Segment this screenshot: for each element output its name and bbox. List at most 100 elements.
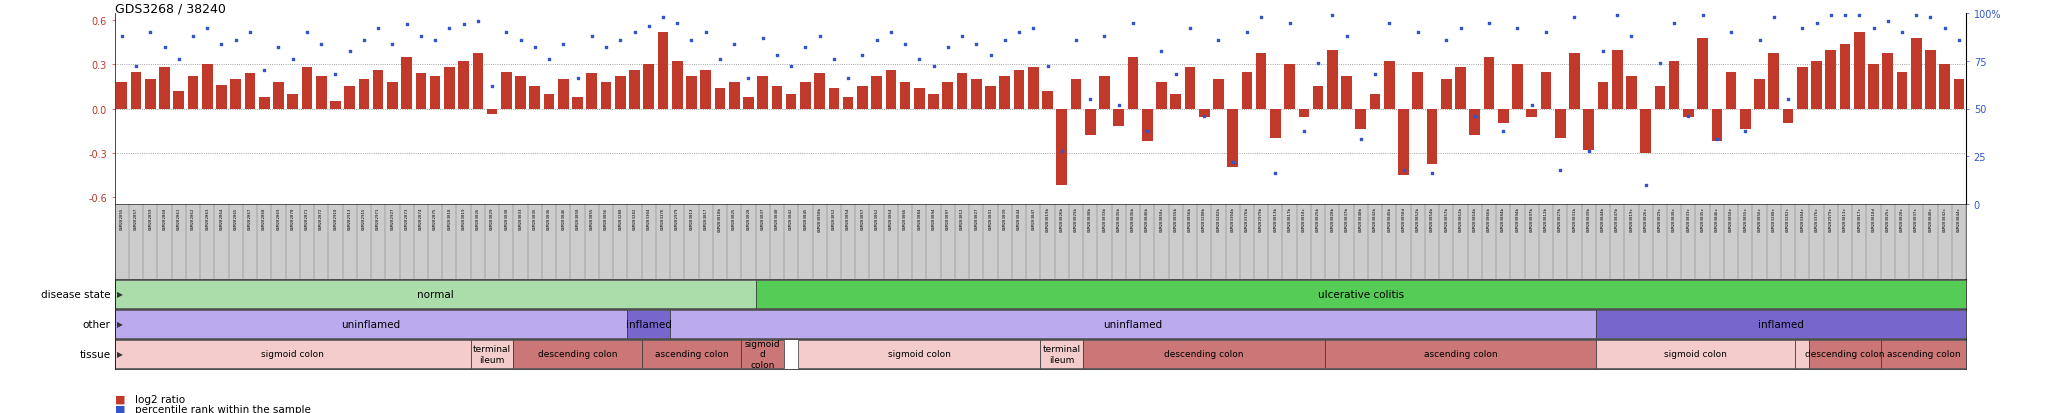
Text: GSM283035: GSM283035 xyxy=(532,207,537,229)
Bar xyxy=(1497,109,1509,124)
Text: GSM283094b: GSM283094b xyxy=(1516,207,1520,232)
Text: ulcerative colitis: ulcerative colitis xyxy=(1317,289,1403,299)
Text: GSM283030: GSM283030 xyxy=(504,207,508,229)
Text: uninflamed: uninflamed xyxy=(1104,319,1163,329)
Text: GSM283050b: GSM283050b xyxy=(817,207,821,232)
Bar xyxy=(131,73,141,109)
Bar xyxy=(330,102,340,109)
Bar xyxy=(758,77,768,109)
Text: GSM283025b: GSM283025b xyxy=(1317,207,1321,232)
Text: GSM283040c: GSM283040c xyxy=(1929,207,1933,232)
Text: GSM282862: GSM282862 xyxy=(190,207,195,229)
Bar xyxy=(1669,62,1679,109)
Bar xyxy=(1255,54,1266,109)
Bar xyxy=(1114,109,1124,127)
Text: GSM283028: GSM283028 xyxy=(745,207,750,229)
Text: GSM282971: GSM282971 xyxy=(377,207,381,229)
Text: ■: ■ xyxy=(115,404,125,413)
Text: GSM283282: GSM283282 xyxy=(633,207,637,229)
Bar xyxy=(829,89,840,109)
Point xyxy=(1401,30,1434,36)
Point xyxy=(1260,171,1292,177)
Text: GSM283037b: GSM283037b xyxy=(1346,207,1348,232)
Text: GSM282855: GSM282855 xyxy=(121,207,123,229)
Bar xyxy=(1939,65,1950,109)
Text: GSM283017c: GSM283017c xyxy=(1858,207,1862,232)
Bar xyxy=(1741,109,1751,130)
Bar xyxy=(786,95,797,109)
FancyBboxPatch shape xyxy=(756,280,1966,309)
Bar xyxy=(1825,51,1837,109)
Bar xyxy=(1370,95,1380,109)
Point xyxy=(1317,12,1350,19)
Bar xyxy=(1198,109,1210,118)
Bar xyxy=(643,65,653,109)
Point xyxy=(860,37,893,44)
Bar xyxy=(928,95,938,109)
Text: inflamed: inflamed xyxy=(627,319,672,329)
Text: GSM282867: GSM282867 xyxy=(248,207,252,229)
Text: GSM283055b: GSM283055b xyxy=(1174,207,1178,232)
FancyBboxPatch shape xyxy=(1325,340,1595,368)
Bar xyxy=(1726,73,1737,109)
Bar xyxy=(715,89,725,109)
Text: GSM283050e: GSM283050e xyxy=(1729,207,1733,232)
Bar xyxy=(1483,58,1495,109)
Text: ■: ■ xyxy=(115,394,125,404)
Point xyxy=(676,37,709,44)
Point xyxy=(1102,102,1135,109)
Point xyxy=(362,26,395,33)
Bar xyxy=(1442,80,1452,109)
Bar xyxy=(430,77,440,109)
Bar xyxy=(1057,109,1067,185)
Bar xyxy=(1284,65,1294,109)
Text: descending colon: descending colon xyxy=(1804,350,1884,358)
Text: GSM282870: GSM282870 xyxy=(291,207,295,229)
Text: GSM283050d: GSM283050d xyxy=(1401,207,1405,232)
Text: GSM283054: GSM283054 xyxy=(846,207,850,229)
Text: GSM283282b: GSM283282b xyxy=(1217,207,1221,232)
Text: GSM283018d: GSM283018d xyxy=(1872,207,1876,232)
Bar xyxy=(586,74,598,109)
Bar xyxy=(571,97,584,109)
Point xyxy=(903,57,936,63)
Point xyxy=(1573,148,1606,154)
Text: GSM283031: GSM283031 xyxy=(989,207,993,229)
Text: GSM283280: GSM283280 xyxy=(618,207,623,229)
Point xyxy=(1944,37,1976,44)
Text: tissue: tissue xyxy=(80,349,111,359)
Point xyxy=(406,33,438,40)
Bar xyxy=(1128,58,1139,109)
Text: GSM283039: GSM283039 xyxy=(1004,207,1008,229)
Point xyxy=(1358,71,1391,78)
Bar xyxy=(1456,68,1466,109)
Text: GSM282874: GSM282874 xyxy=(420,207,422,229)
Bar xyxy=(258,97,270,109)
Text: GSM283026c: GSM283026c xyxy=(1645,207,1649,232)
Point xyxy=(233,30,266,36)
FancyBboxPatch shape xyxy=(471,340,514,368)
Bar xyxy=(1298,109,1309,118)
Point xyxy=(432,26,465,33)
Bar xyxy=(844,97,854,109)
FancyBboxPatch shape xyxy=(1810,340,1880,368)
Point xyxy=(248,68,281,74)
Point xyxy=(176,33,209,40)
Bar xyxy=(188,77,199,109)
Point xyxy=(1743,37,1776,44)
Text: GSM283042c: GSM283042c xyxy=(1944,207,1948,232)
Text: GSM283037: GSM283037 xyxy=(760,207,764,229)
Point xyxy=(1843,12,1876,19)
Text: GSM283044: GSM283044 xyxy=(1018,207,1022,229)
Point xyxy=(590,45,623,52)
Text: GSM283056c: GSM283056c xyxy=(1757,207,1761,232)
Point xyxy=(1188,114,1221,120)
FancyBboxPatch shape xyxy=(115,310,627,339)
Point xyxy=(461,18,494,25)
Text: GSM283052: GSM283052 xyxy=(831,207,836,229)
Point xyxy=(1030,64,1063,71)
Point xyxy=(561,76,594,82)
Bar xyxy=(743,97,754,109)
Point xyxy=(119,64,152,71)
Bar xyxy=(1143,109,1153,142)
